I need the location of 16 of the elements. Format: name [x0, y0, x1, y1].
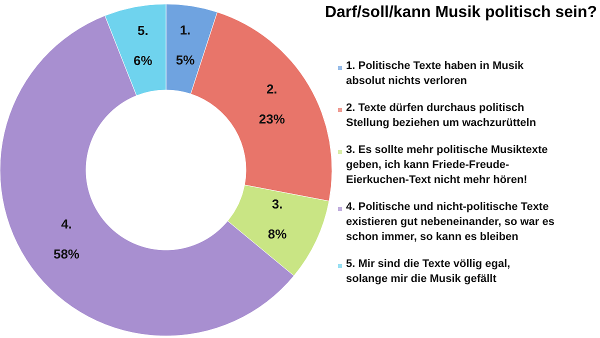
data-label: 5%	[176, 52, 196, 68]
chart-title: Darf/soll/kann Musik politisch sein?	[324, 4, 597, 21]
text: 3.	[272, 196, 283, 212]
data-label: 23%	[258, 111, 286, 126]
text: 2.	[266, 81, 278, 96]
legend-label: 2. Texte dürfen durchaus politisch Stellung beziehen um wachzurütteln	[346, 102, 536, 129]
data-label: 6%	[134, 53, 153, 68]
text: 5.	[138, 23, 148, 38]
legend-label: 5. Mir sind die Texte völlig egal, solange mir die Musik gefällt	[346, 258, 510, 285]
data-label: 58%	[53, 246, 80, 262]
legend-label: 4. Politische und nicht-politische Texte existieren gut nebeneinander, so war es schon immer, so kann es bleiben	[346, 201, 554, 243]
legend-label: 3. Es sollte mehr politische Musiktexte geben, ich kann Friede-Freude-Eierkuchen-Text nicht mehr hören!	[346, 144, 548, 186]
text: 1.	[180, 22, 191, 38]
data-label: 8%	[268, 226, 288, 242]
text: 4.	[61, 216, 72, 232]
legend-label: 1. Politische Texte haben in Musik absolut nichts verloren	[346, 60, 525, 87]
